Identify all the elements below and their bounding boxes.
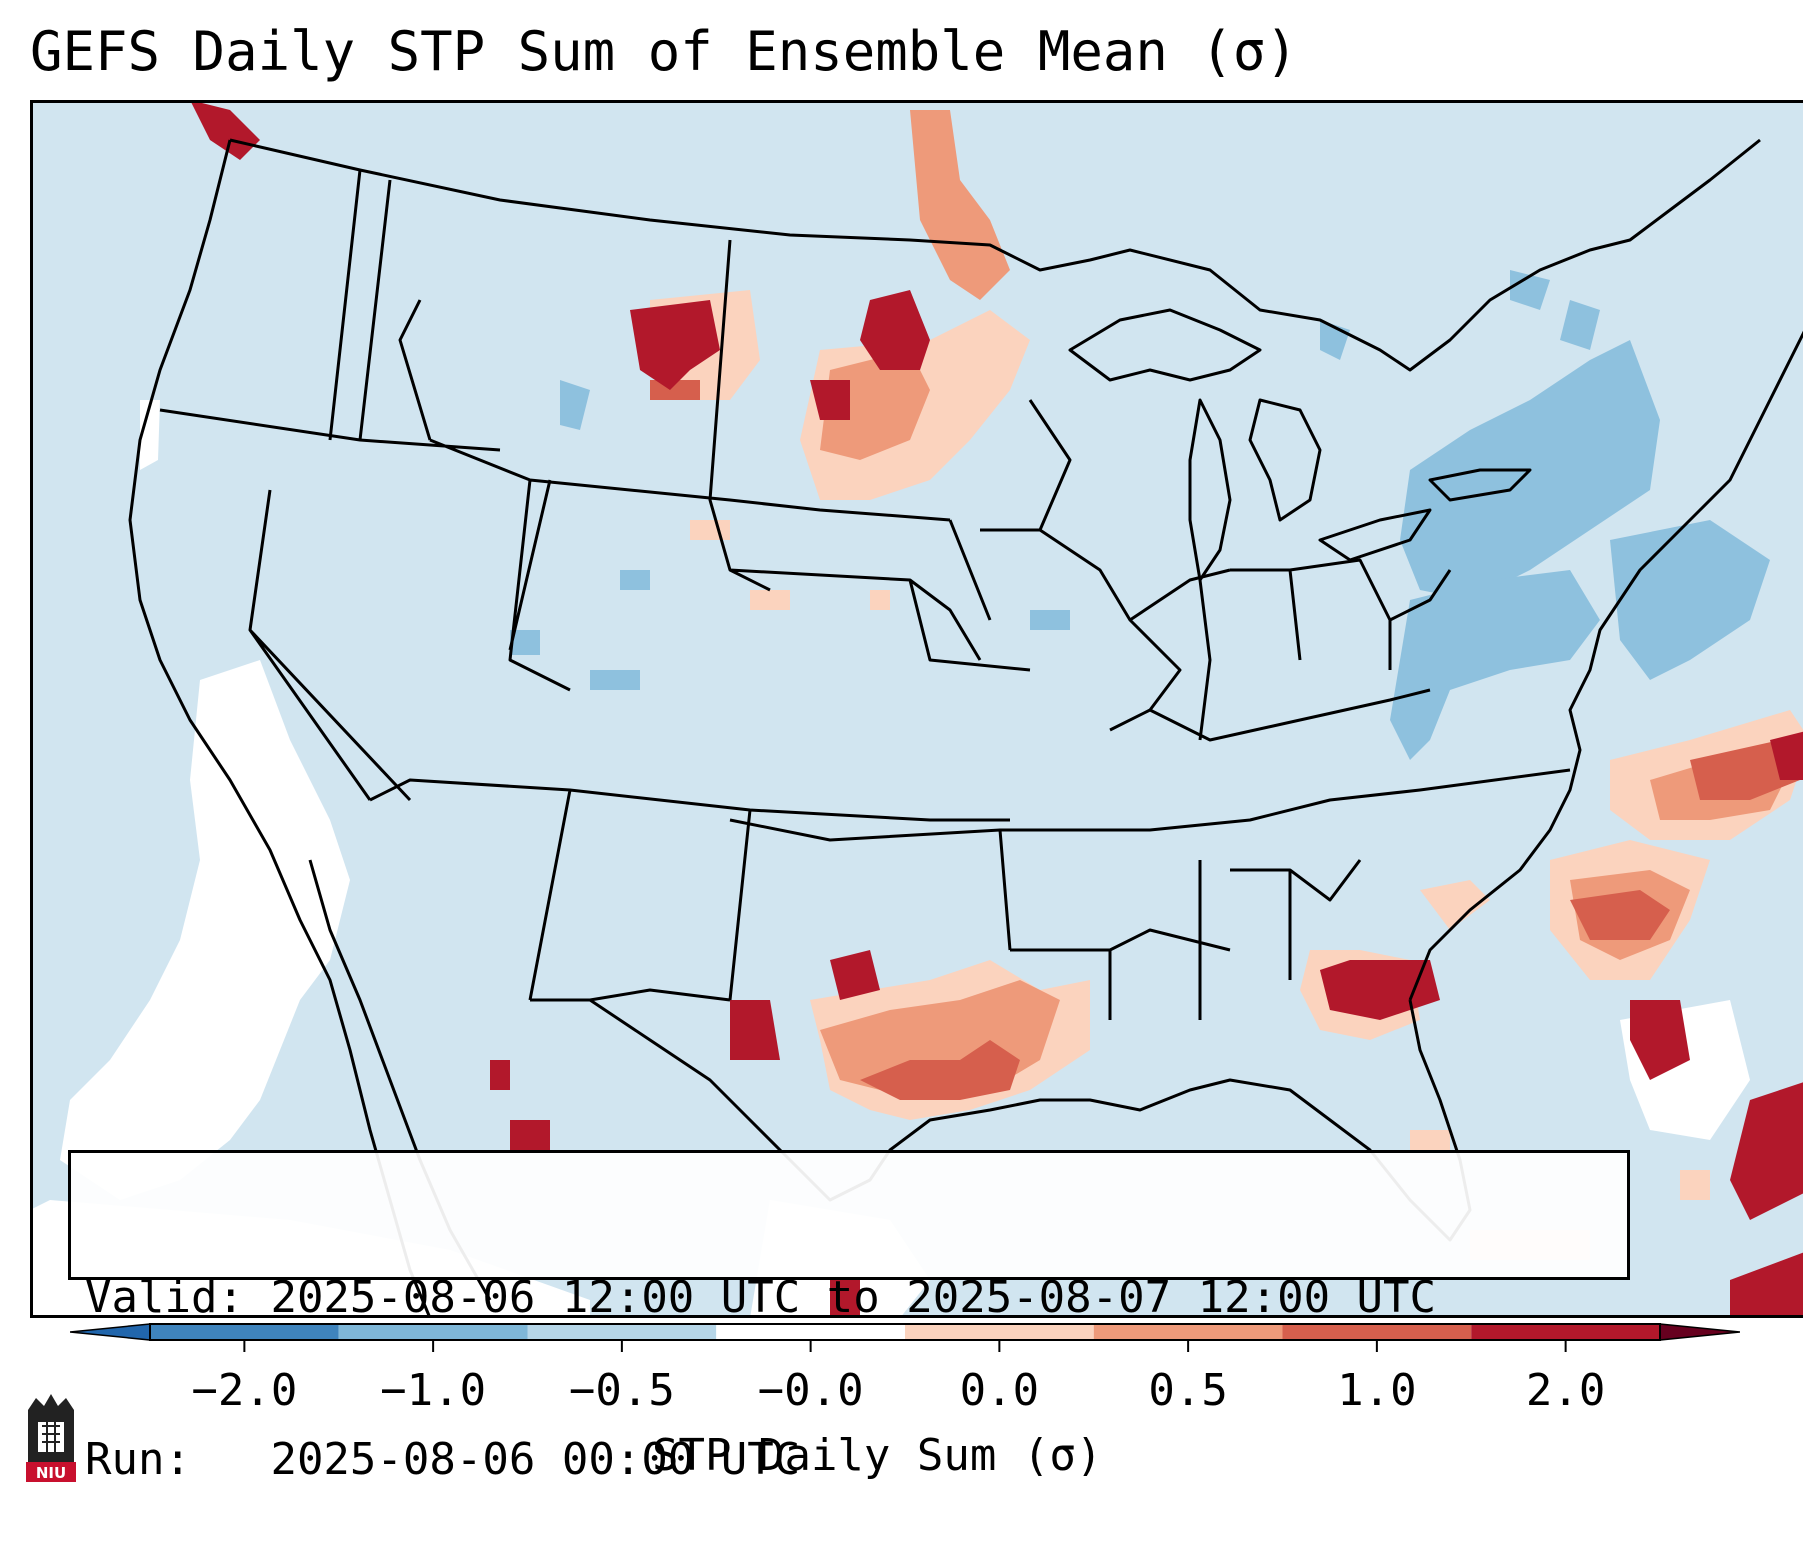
logo-text: NIU [36,1464,66,1482]
colorbar-tick-label: −0.0 [758,1365,864,1416]
colorbar-segment [905,1324,1094,1340]
colorbar [70,1314,1740,1354]
valid-run-info-box: Valid: 2025-08-06 12:00 UTC to 2025-08-0… [68,1150,1630,1280]
colorbar-segment [339,1324,528,1340]
colorbar-extend-low [70,1324,150,1340]
colorbar-tick-label: 0.5 [1148,1365,1227,1416]
colorbar-label: STP Daily Sum (σ) [652,1430,1102,1481]
colorbar-tick-label: 2.0 [1526,1365,1605,1416]
run-label: Run: [85,1434,191,1485]
map-title: GEFS Daily STP Sum of Ensemble Mean (σ) [30,20,1298,83]
colorbar-segment [150,1324,339,1340]
colorbar-extend-high [1660,1324,1740,1340]
colorbar-tick-label: 0.0 [960,1365,1039,1416]
colorbar-segment [716,1324,905,1340]
colorbar-tick-label: 1.0 [1337,1365,1416,1416]
colorbar-tick-label: −2.0 [191,1365,297,1416]
colorbar-segment [1471,1324,1660,1340]
colorbar-segment [1094,1324,1283,1340]
colorbar-segment [528,1324,717,1340]
colorbar-segment [1283,1324,1472,1340]
map-panel [30,100,1803,1318]
colorbar-tick-label: −1.0 [380,1365,486,1416]
colorbar-segments [70,1324,1740,1340]
niu-logo: NIU [22,1392,80,1484]
colorbar-ticks [244,1340,1565,1352]
colorbar-tick-label: −0.5 [569,1365,675,1416]
